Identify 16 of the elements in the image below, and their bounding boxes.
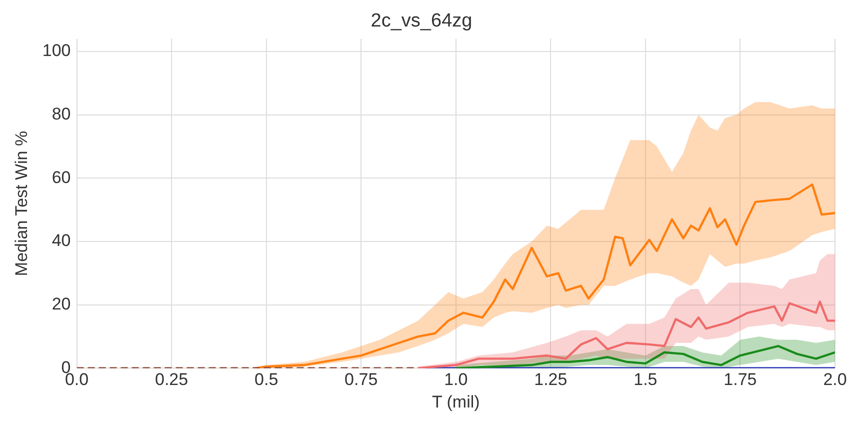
chart-title: 2c_vs_64zg: [370, 10, 472, 32]
x-tick-label: 1.75: [724, 370, 757, 390]
y-tick-label: 60: [52, 168, 71, 187]
y-tick-label: 20: [52, 294, 71, 314]
x-tick-label: 2.0: [823, 370, 847, 390]
y-tick-label: 80: [52, 104, 71, 124]
x-tick-label: 1.0: [444, 370, 468, 390]
x-tick-label: 1.25: [534, 370, 568, 390]
x-tick-label: 0.5: [254, 370, 278, 390]
x-axis-title: T (mil): [432, 392, 480, 412]
x-tick-label: 0.75: [344, 370, 378, 390]
x-tick-label: 0.25: [154, 370, 188, 390]
y-tick-label: 100: [42, 41, 71, 60]
y-axis-title: Median Test Win %: [12, 130, 31, 276]
x-tick-label: 1.5: [634, 370, 658, 390]
y-tick-label: 40: [52, 231, 71, 250]
